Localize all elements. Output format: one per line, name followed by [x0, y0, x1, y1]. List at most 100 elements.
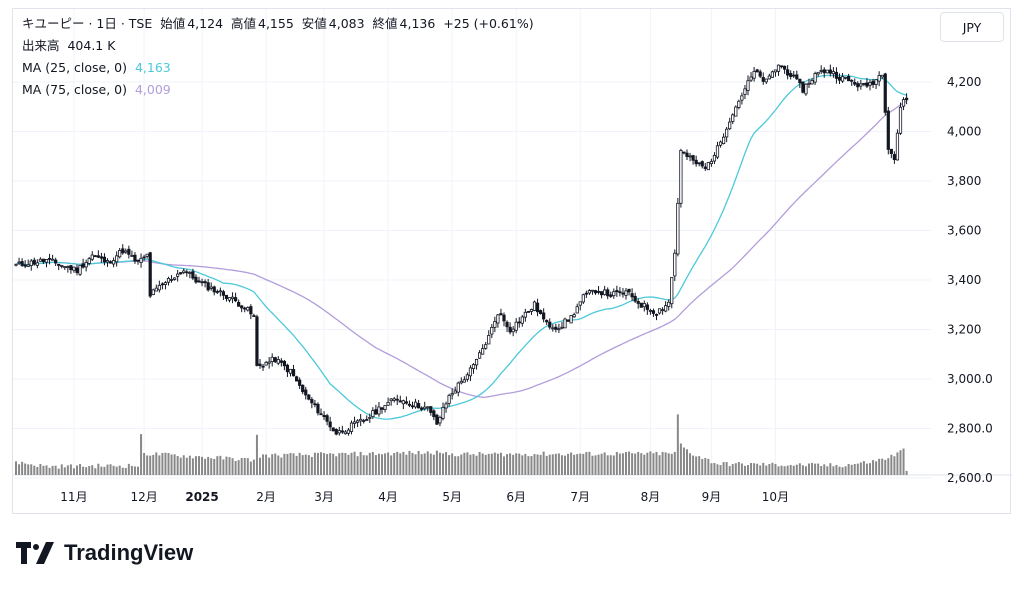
candle-body	[624, 290, 628, 296]
candle	[517, 317, 521, 328]
volume-bar	[109, 464, 112, 475]
candle-body	[105, 260, 110, 263]
candle	[108, 260, 113, 264]
volume-bar	[27, 464, 30, 475]
candle-body	[779, 65, 784, 68]
volume-bar	[295, 455, 298, 475]
volume-bar	[731, 464, 734, 475]
candle-body	[298, 379, 302, 386]
candle-body	[606, 289, 610, 297]
candle	[758, 69, 762, 79]
volume-bar	[490, 453, 493, 475]
price-chart[interactable]: 4,200 4,000 3,800 3,600 3,400 3,200 3,000.0 2,8…	[13, 9, 1012, 515]
volume-bar	[69, 464, 72, 475]
candle-body	[444, 403, 448, 409]
volume-bar	[237, 460, 240, 475]
volume-bar	[707, 458, 710, 475]
ma25-legend: MA (25, close, 0) 4,163	[22, 60, 171, 76]
candle-body	[859, 83, 863, 87]
candle	[413, 398, 418, 409]
candle	[752, 67, 756, 82]
candle-body	[587, 290, 592, 294]
volume-bar	[451, 453, 454, 475]
candle	[331, 427, 335, 432]
volume-bar	[747, 465, 749, 475]
candle-body	[166, 278, 171, 283]
candle-body	[401, 400, 405, 405]
candle-body	[368, 416, 372, 419]
volume-bar	[832, 466, 835, 475]
candle-body	[557, 328, 561, 331]
candle-body	[590, 289, 595, 292]
candle	[694, 155, 698, 167]
candle-body	[72, 266, 76, 271]
volume-bar	[112, 465, 115, 475]
candle	[151, 288, 155, 296]
candle	[105, 258, 110, 267]
volume-bar	[466, 452, 469, 475]
candle-body	[792, 74, 796, 77]
volume-bar	[255, 434, 258, 475]
candle-body	[633, 295, 637, 302]
candle-body	[218, 290, 222, 293]
volume-bar	[316, 452, 319, 475]
candle	[731, 113, 735, 125]
candle	[874, 79, 878, 89]
volume-bar	[347, 454, 350, 475]
volume-bar	[618, 453, 621, 475]
candle-body	[435, 414, 439, 425]
volume-bar	[207, 456, 210, 475]
candle-body	[63, 266, 67, 268]
candle	[886, 106, 890, 155]
candle-body	[233, 297, 238, 302]
candle-body	[685, 152, 689, 157]
volume-bar	[121, 467, 124, 475]
candle-body	[355, 420, 360, 423]
volume-bar	[298, 452, 301, 475]
candle-body	[886, 110, 890, 150]
candle	[587, 289, 592, 295]
tradingview-logo[interactable]: TradingView	[16, 540, 193, 566]
candle-body	[819, 70, 823, 72]
candle	[29, 258, 33, 271]
chart-panel[interactable]: 4,200 4,000 3,800 3,600 3,400 3,200 3,000.0 2,8…	[12, 8, 1012, 515]
candle	[898, 102, 903, 135]
candle-body	[892, 154, 897, 161]
volume-bar	[313, 452, 316, 475]
candle-body	[237, 301, 241, 307]
candle	[773, 69, 778, 77]
volume-bar	[152, 454, 155, 475]
candle	[304, 386, 308, 400]
candle	[816, 71, 820, 77]
candle	[709, 158, 714, 167]
candle	[682, 151, 686, 155]
candle	[420, 406, 424, 412]
candle	[484, 341, 488, 350]
volume-bar	[167, 453, 170, 475]
volume-bar	[66, 465, 69, 475]
ma25-label: MA (25, close, 0)	[22, 60, 128, 75]
candle	[718, 140, 723, 148]
volume-bar	[804, 466, 807, 475]
candle-body	[148, 252, 152, 297]
candle	[813, 71, 817, 85]
candle-body	[654, 314, 659, 316]
candle	[188, 271, 192, 279]
candle-body	[532, 301, 537, 311]
candle	[844, 76, 848, 80]
candle-body	[612, 291, 616, 297]
candle	[636, 298, 640, 309]
volume-bar	[557, 453, 560, 475]
ma25-line	[15, 74, 907, 420]
candle-body	[563, 318, 567, 329]
volume-bar	[161, 452, 164, 475]
candle-body	[160, 283, 164, 286]
volume-bar	[856, 463, 859, 475]
candle	[185, 269, 189, 277]
candle	[81, 258, 85, 269]
currency-button[interactable]: JPY	[940, 12, 1004, 42]
candle-body	[813, 73, 817, 83]
candle	[319, 408, 323, 416]
candle-body	[279, 360, 283, 363]
volume-bar	[338, 453, 341, 475]
